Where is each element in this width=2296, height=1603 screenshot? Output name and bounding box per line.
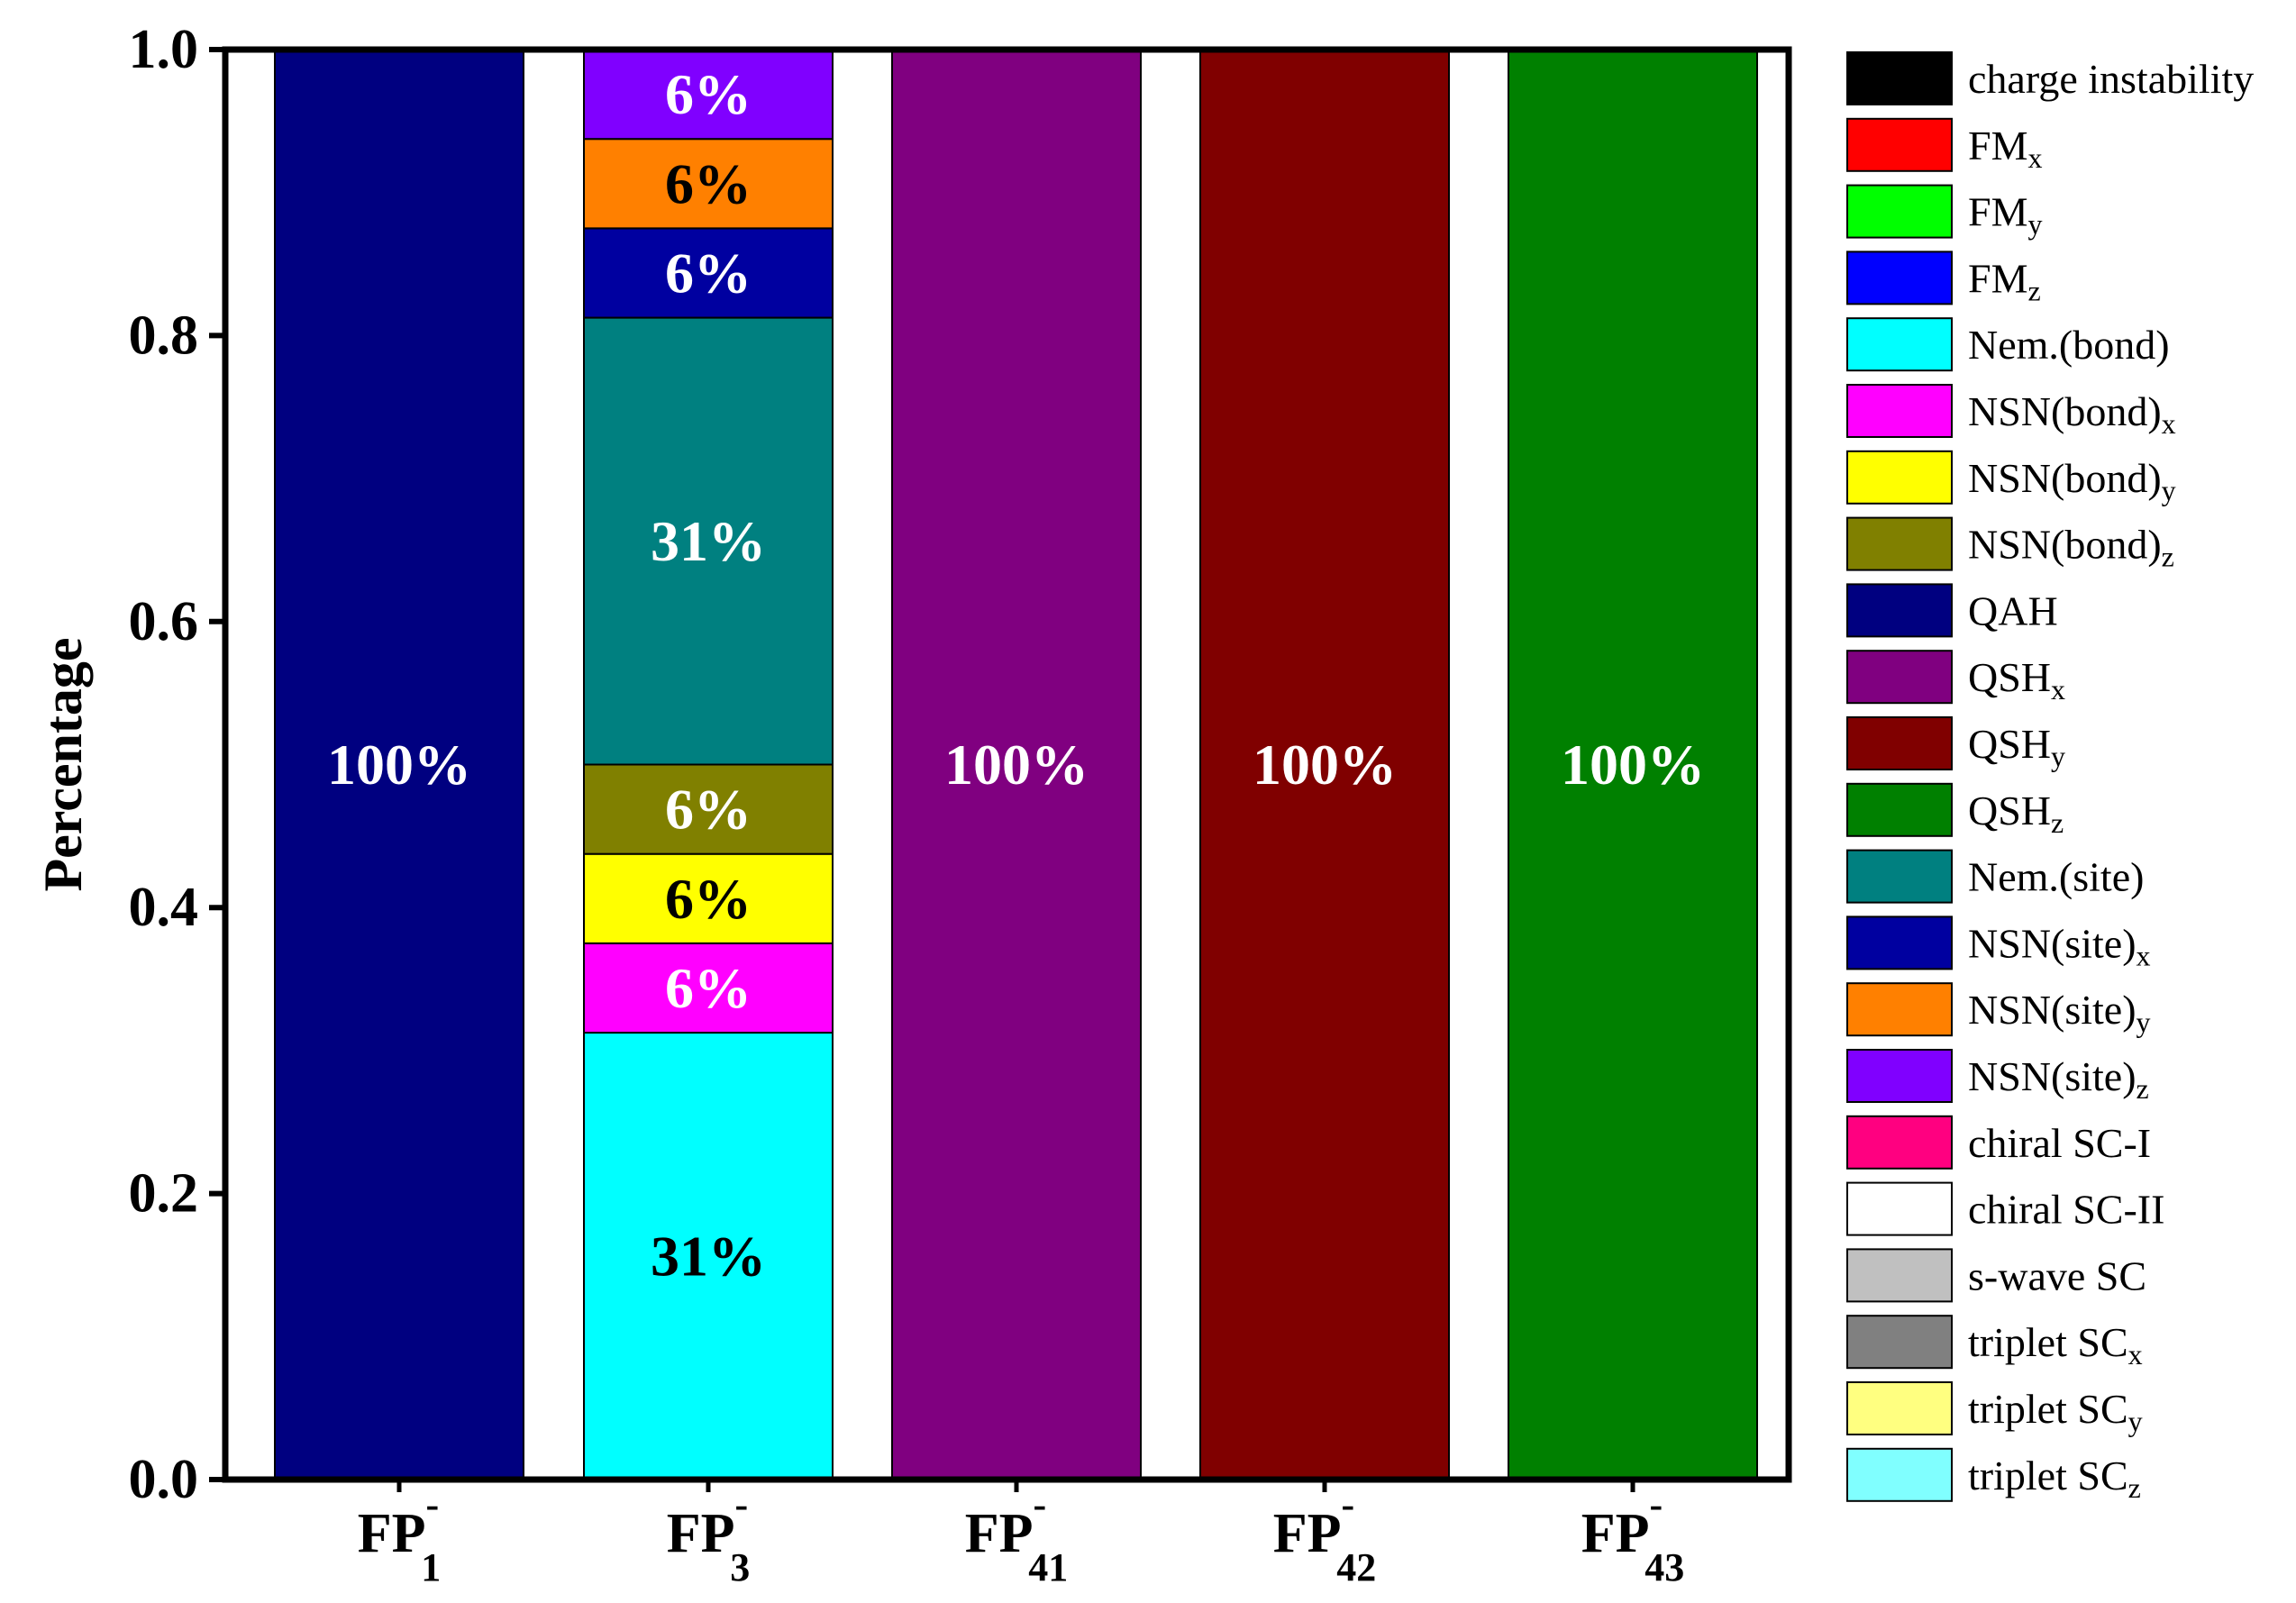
legend-swatch [1846, 1381, 1953, 1435]
bar-data-label: 6% [665, 867, 752, 931]
bar-data-label: 31% [651, 509, 766, 573]
legend-label: triplet SCz [1968, 1452, 2141, 1504]
legend-label: NSN(bond)x [1968, 388, 2176, 441]
legend-swatch [1846, 583, 1953, 638]
bar-segment [583, 1032, 834, 1480]
legend-label: charge instability [1968, 56, 2254, 102]
legend-label: chiral SC-II [1968, 1186, 2164, 1232]
x-tick-label: FP-41 [965, 1482, 1068, 1589]
y-tick-label: 0.6 [129, 591, 199, 652]
bar-segment [583, 49, 834, 141]
legend: charge instability FMx FMy FMz Nem.(bond) NSN… [1846, 51, 2254, 1504]
bar-data-label: 6% [665, 241, 752, 305]
legend-swatch [1846, 1447, 1953, 1502]
legend-swatch [1846, 1181, 1953, 1236]
bar-data-label: 100% [944, 733, 1089, 797]
legend-swatch [1846, 849, 1953, 904]
legend-label: FMx [1968, 122, 2042, 174]
legend-swatch [1846, 184, 1953, 239]
y-tick-label: 0.4 [129, 877, 199, 938]
plot-area: 100% 31% 6% 6% 6% 31% 6% 6% 6% 100% 100% 100% [274, 49, 1758, 1480]
y-tick-label: 0.8 [129, 305, 199, 366]
bar-data-label: 6% [665, 151, 752, 215]
legend-label: Nem.(site) [1968, 853, 2144, 899]
legend-swatch [1846, 450, 1953, 505]
legend-swatch [1846, 516, 1953, 571]
legend-swatch [1846, 1248, 1953, 1303]
x-tick-label: FP-42 [1273, 1482, 1376, 1589]
x-tick-label: FP-1 [358, 1482, 441, 1589]
legend-swatch [1846, 1049, 1953, 1103]
legend-label: QSHz [1968, 787, 2064, 839]
bar-data-label: 100% [1561, 733, 1705, 797]
y-axis-label: Percentage [33, 637, 93, 891]
legend-swatch [1846, 650, 1953, 705]
legend-label: triplet SCx [1968, 1319, 2143, 1371]
legend-swatch [1846, 915, 1953, 970]
bar-segment [583, 763, 834, 855]
legend-label: FMz [1968, 255, 2041, 307]
bar-segment [583, 316, 834, 766]
legend-swatch [1846, 317, 1953, 372]
bar-segment [1508, 49, 1758, 1480]
legend-swatch [1846, 716, 1953, 770]
legend-label: QAH [1968, 587, 2058, 633]
legend-label: Nem.(bond) [1968, 322, 2170, 368]
bar-segment [583, 138, 834, 230]
axes: 0.0 0.2 0.4 0.6 0.8 1.0 Percentage FP-1 FP-3 FP-4… [33, 19, 1792, 1589]
x-tick-label: FP-43 [1581, 1482, 1684, 1589]
legend-swatch [1846, 782, 1953, 837]
legend-label: s-wave SC [1968, 1252, 2146, 1298]
legend-label: chiral SC-I [1968, 1119, 2151, 1165]
legend-swatch [1846, 982, 1953, 1037]
plot-frame [222, 46, 1792, 1483]
legend-label: NSN(site)y [1968, 987, 2151, 1039]
bar-data-label: 100% [327, 733, 471, 797]
legend-label: triplet SCy [1968, 1386, 2143, 1438]
bar-segment [274, 49, 524, 1480]
y-tick-label: 0.2 [129, 1163, 199, 1225]
legend-label: NSN(site)z [1968, 1053, 2149, 1106]
legend-label: QSHy [1968, 721, 2065, 773]
legend-swatch [1846, 1115, 1953, 1170]
legend-swatch [1846, 250, 1953, 305]
legend-label: NSN(site)x [1968, 920, 2151, 972]
bar-data-label: 6% [665, 956, 752, 1020]
legend-label: QSHx [1968, 654, 2065, 706]
legend-swatch [1846, 1315, 1953, 1370]
legend-swatch [1846, 384, 1953, 438]
legend-swatch [1846, 51, 1953, 105]
bar-segment [891, 49, 1142, 1480]
bar-data-label: 6% [665, 778, 752, 842]
x-tick-label: FP-3 [667, 1482, 750, 1589]
bar-segment [583, 227, 834, 319]
bar-data-label: 100% [1253, 733, 1397, 797]
legend-label: NSN(bond)y [1968, 454, 2176, 506]
bar-data-label: 31% [651, 1225, 766, 1289]
y-tick-label: 1.0 [129, 19, 199, 80]
bar-data-label: 6% [665, 62, 752, 126]
legend-label: FMy [1968, 188, 2042, 241]
legend-label: NSN(bond)z [1968, 521, 2174, 573]
legend-swatch [1846, 117, 1953, 172]
y-tick-label: 0.0 [129, 1449, 199, 1510]
bar-segment [583, 852, 834, 944]
bar-segment [1199, 49, 1450, 1480]
